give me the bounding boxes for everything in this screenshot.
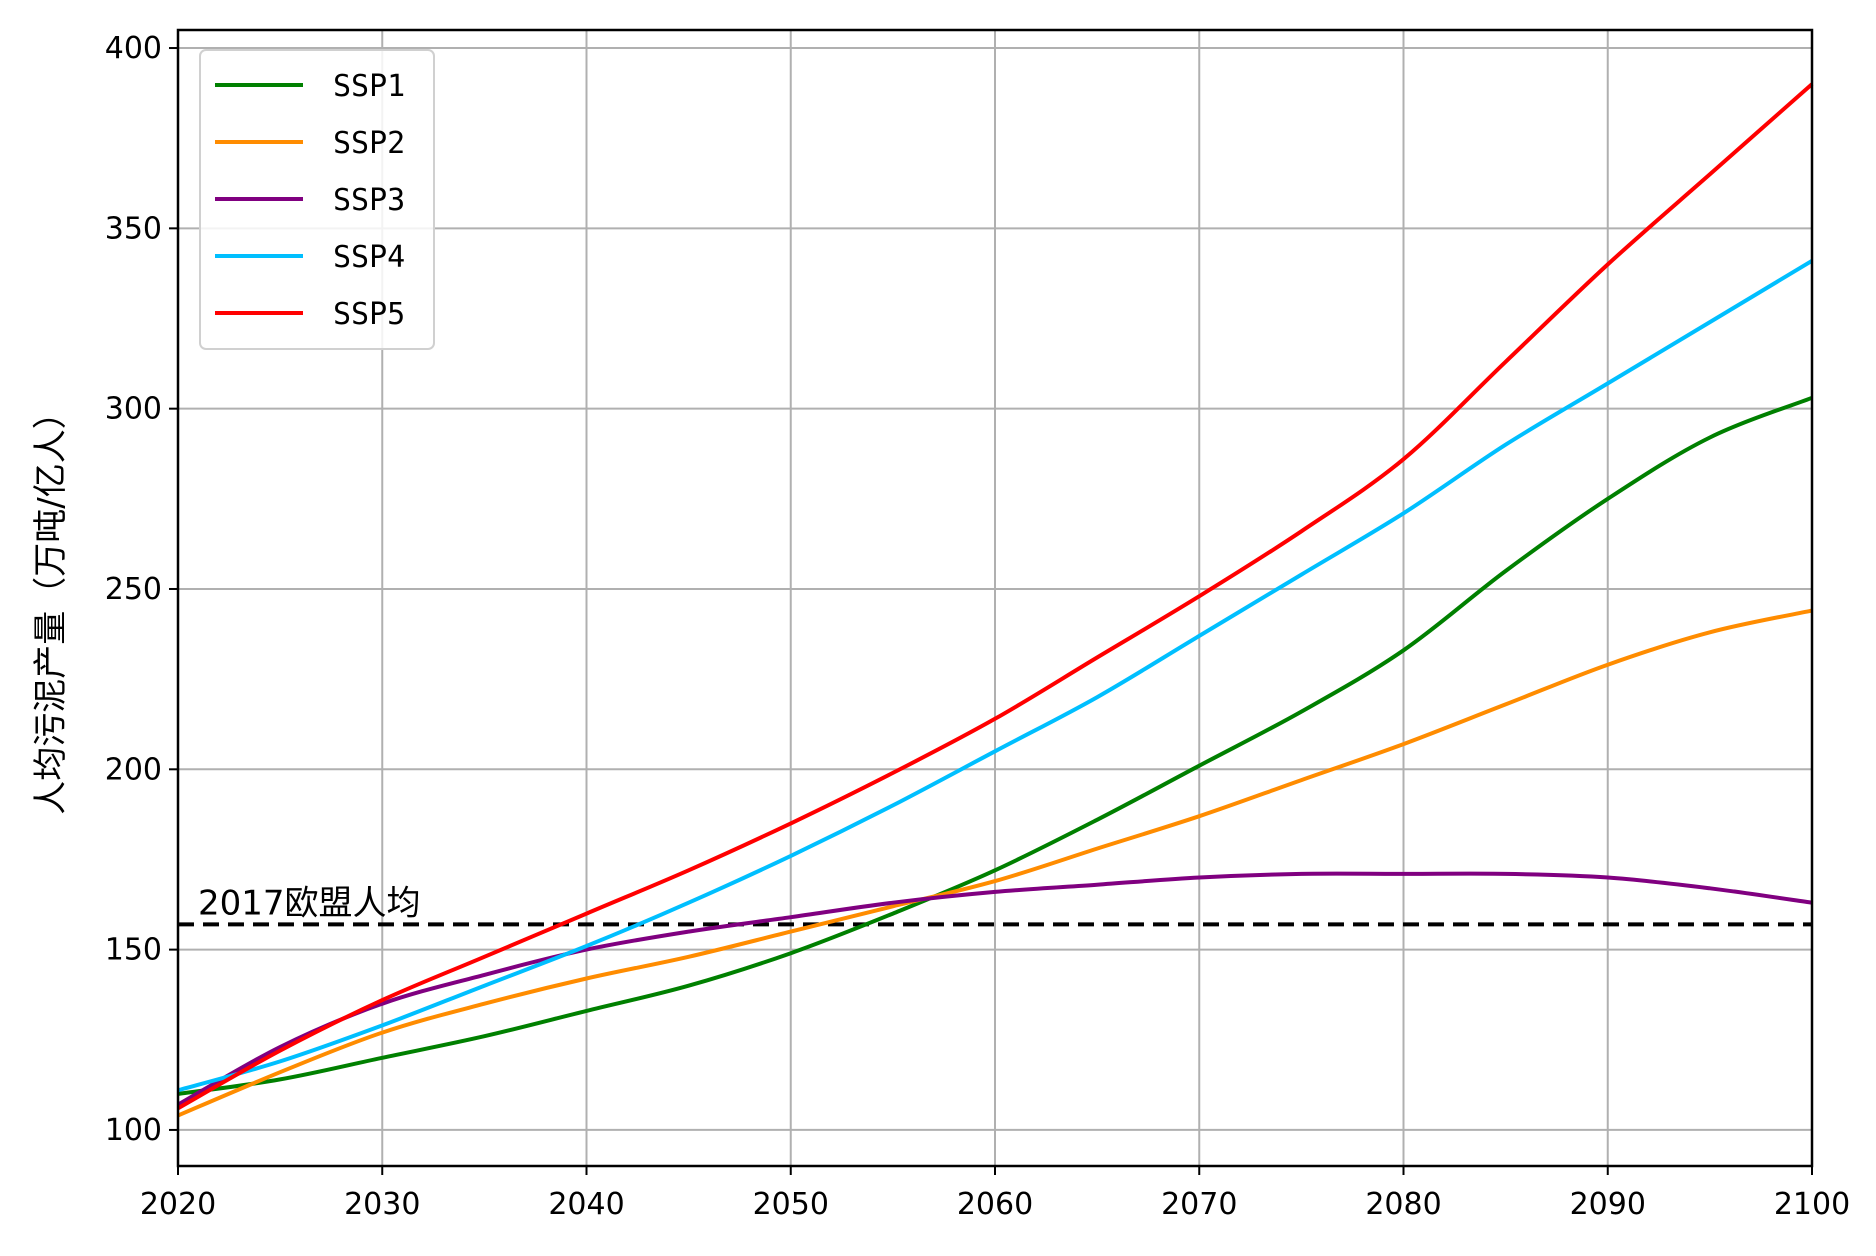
legend-box	[199, 49, 435, 350]
series-line-ssp2	[177, 608, 1813, 1118]
x-tick-label-2060: 2060	[957, 1187, 1033, 1222]
y-tick-label-300: 300	[105, 392, 162, 427]
reference-line-label: 2017欧盟人均	[198, 883, 421, 923]
y-axis-label: 人均污泥产量（万吨/亿人）	[31, 395, 71, 814]
series-line-ssp4	[177, 259, 1814, 1093]
x-tick-label-2070: 2070	[1161, 1187, 1237, 1222]
legend-label-ssp1: SSP1	[333, 69, 405, 104]
x-tick-label-2080: 2080	[1365, 1187, 1441, 1222]
legend-label-ssp3: SSP3	[333, 183, 405, 218]
series-line-ssp1	[177, 395, 1813, 1096]
y-tick-label-350: 350	[105, 211, 162, 246]
legend-label-ssp5: SSP5	[333, 297, 405, 332]
legend: SSP1 SSP2 SSP3 SSP4 SSP5	[199, 49, 435, 350]
axes	[169, 28, 1814, 1175]
y-tick-label-250: 250	[105, 572, 162, 607]
x-tick-label-2100: 2100	[1774, 1187, 1850, 1222]
y-tick-label-400: 400	[105, 31, 162, 66]
legend-label-ssp4: SSP4	[333, 240, 405, 275]
legend-label-ssp2: SSP2	[333, 126, 405, 161]
x-tick-label-2030: 2030	[344, 1187, 420, 1222]
series-layer	[177, 82, 1814, 1118]
series-line-ssp5	[177, 82, 1814, 1111]
plot-frame	[176, 28, 1814, 1168]
x-tick-label-2040: 2040	[548, 1187, 624, 1222]
reference-layer: 2017欧盟人均	[178, 883, 1812, 927]
tick-labels: 2020 2030 2040 2050 2060 2070 2080 2090 2100 100 1…	[105, 31, 1850, 1222]
x-tick-label-2090: 2090	[1570, 1187, 1646, 1222]
y-tick-label-150: 150	[105, 933, 162, 968]
x-tick-label-2050: 2050	[753, 1187, 829, 1222]
series-line-ssp3	[177, 871, 1813, 1107]
x-tick-label-2020: 2020	[140, 1187, 216, 1222]
y-tick-label-200: 200	[105, 752, 162, 787]
y-tick-label-100: 100	[105, 1113, 162, 1148]
